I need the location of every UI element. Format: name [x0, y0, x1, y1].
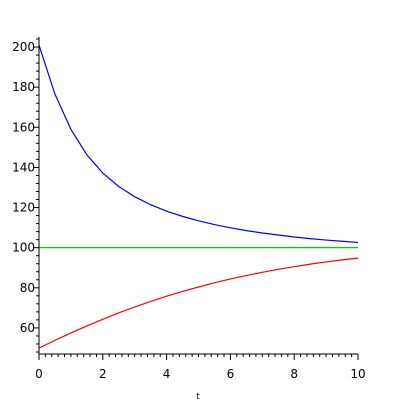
x-tick-label: 10 [350, 367, 365, 381]
x-tick-label: 2 [99, 367, 107, 381]
x-tick-label: 6 [227, 367, 235, 381]
x-tick-label: 8 [290, 367, 298, 381]
axes-layer: 60 80 100 120 140 160 180 200 0 2 4 6 8 10 [12, 37, 366, 381]
x-tick-label: 0 [35, 367, 43, 381]
x-axis-label: t [196, 392, 200, 400]
y-tick-label: 120 [12, 201, 35, 215]
y-tick-label: 200 [12, 40, 35, 54]
y-tick-label: 140 [12, 160, 35, 174]
y-tick-label: 100 [12, 241, 35, 255]
series-line-3 [38, 257, 359, 349]
y-tick-label: 80 [20, 281, 35, 295]
y-tick-label: 160 [12, 120, 35, 134]
y-tick-label: 180 [12, 80, 35, 94]
y-tick-label: 60 [20, 321, 35, 335]
x-tick-label: 4 [163, 367, 171, 381]
series-layer [38, 44, 359, 349]
series-line-1 [38, 44, 359, 244]
